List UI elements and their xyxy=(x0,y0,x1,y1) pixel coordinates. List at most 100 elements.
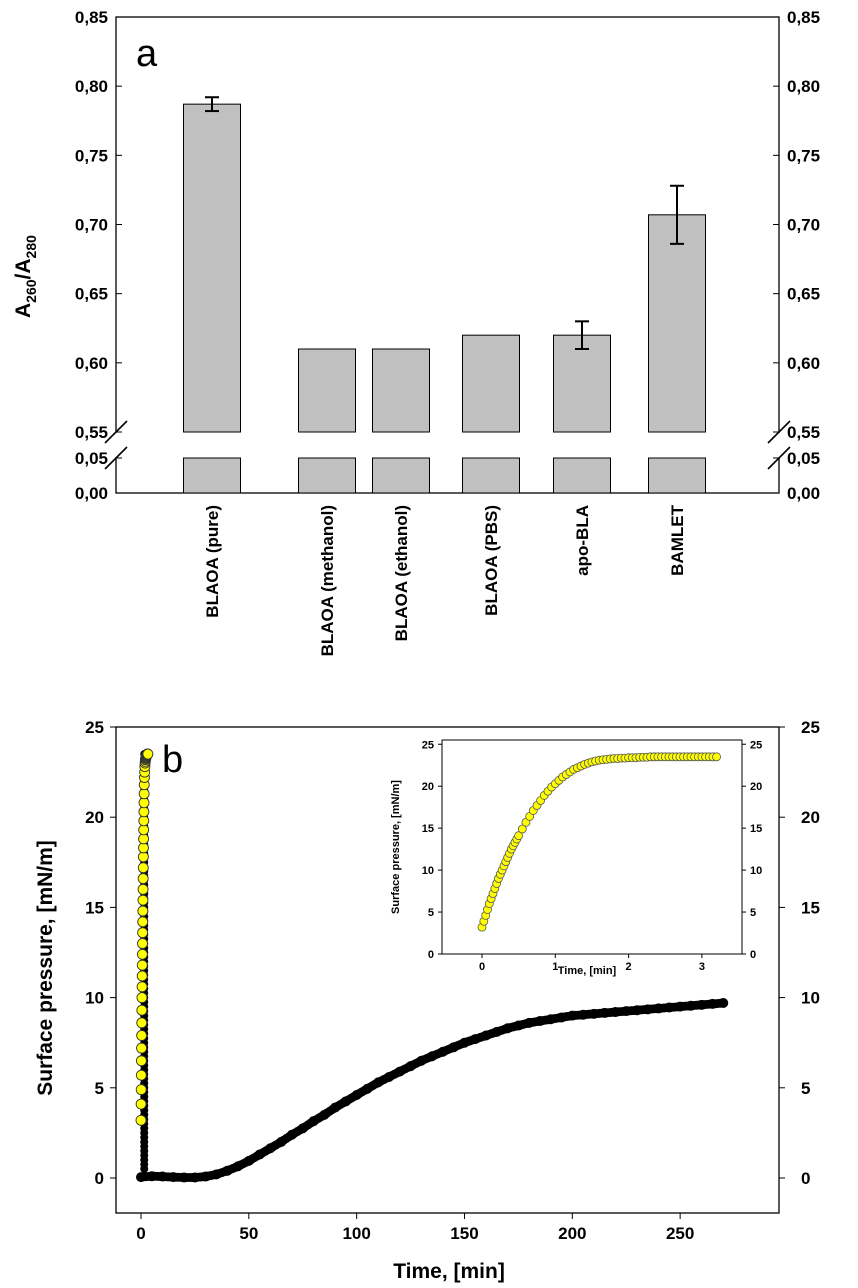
inset-y-tick-label-right: 20 xyxy=(750,781,762,793)
bar-upper xyxy=(372,348,430,433)
data-point-yellow xyxy=(137,905,149,917)
category-label: BLAOA (PBS) xyxy=(482,505,501,616)
category-label: BLAOA (ethanol) xyxy=(392,505,411,641)
y-tick-label: 0,85 xyxy=(75,8,108,27)
data-point-black xyxy=(718,998,729,1009)
data-point-yellow xyxy=(136,1017,148,1029)
data-point-yellow xyxy=(137,883,149,895)
data-point-yellow xyxy=(137,894,149,906)
x-tick-label: 0 xyxy=(136,1224,145,1243)
category-label: BLAOA (methanol) xyxy=(318,505,337,656)
inset-x-tick-label: 3 xyxy=(699,961,705,973)
bar-lower xyxy=(648,457,706,494)
data-point-yellow xyxy=(138,815,150,827)
data-point-yellow xyxy=(136,1042,147,1054)
category-label: BAMLET xyxy=(668,504,687,575)
panel-b-x-axis-label: Time, [min] xyxy=(393,1260,505,1283)
x-tick-label: 100 xyxy=(342,1224,370,1243)
y-tick-label: 15 xyxy=(85,898,104,917)
y-tick-label-right: 15 xyxy=(801,898,820,917)
data-point-yellow xyxy=(135,1114,147,1126)
panel-a-y-axis-label: A260/A280 xyxy=(12,235,39,318)
y-tick-label: 0,55 xyxy=(75,423,108,442)
y-tick-label: 0,60 xyxy=(75,354,108,373)
axis-break-mark xyxy=(767,446,791,470)
data-point-yellow xyxy=(137,873,149,884)
bar-upper xyxy=(462,334,520,433)
inset-y-tick-label-right: 25 xyxy=(750,739,762,751)
data-point-yellow xyxy=(135,1069,147,1081)
y-tick-label: 0,00 xyxy=(75,484,108,503)
inset-frame xyxy=(441,739,743,955)
y-tick-label-right: 10 xyxy=(801,989,820,1008)
bar-upper xyxy=(648,214,706,433)
category-label: BLAOA (pure) xyxy=(203,505,222,618)
y-tick-label-right: 0 xyxy=(801,1169,810,1188)
data-point-yellow xyxy=(137,851,149,863)
y-tick-label-right: 0,05 xyxy=(787,449,820,468)
y-tick-label: 0,75 xyxy=(75,146,108,165)
inset-y-tick-label-right: 10 xyxy=(750,865,762,877)
data-point-yellow xyxy=(135,1098,147,1110)
y-tick-label-right: 0,75 xyxy=(787,146,820,165)
y-tick-label-right: 5 xyxy=(801,1079,810,1098)
data-point-yellow xyxy=(137,938,148,949)
y-tick-label: 5 xyxy=(95,1079,104,1098)
inset-x-tick-label: 1 xyxy=(552,961,558,973)
panel-a-frame xyxy=(115,16,780,494)
x-tick-label: 50 xyxy=(239,1224,258,1243)
bar-lower xyxy=(372,457,430,494)
y-tick-label-right: 0,65 xyxy=(787,285,820,304)
data-point-yellow xyxy=(138,788,150,800)
axis-break-mark xyxy=(104,420,128,444)
category-label: apo-BLA xyxy=(573,505,592,576)
bar-lower xyxy=(553,457,611,494)
y-tick-label: 20 xyxy=(85,808,104,827)
y-tick-label: 0,65 xyxy=(75,285,108,304)
data-point-yellow xyxy=(138,797,150,809)
inset-y-axis-label: Surface pressure, [mN/m] xyxy=(390,780,402,914)
x-tick-label: 150 xyxy=(450,1224,478,1243)
inset-y-tick-label-right: 5 xyxy=(750,907,756,919)
y-tick-label: 0,80 xyxy=(75,77,108,96)
inset-y-tick-label: 0 xyxy=(428,949,434,961)
data-point-yellow xyxy=(138,824,150,836)
data-point-yellow xyxy=(136,948,148,960)
data-point-yellow xyxy=(136,1030,148,1041)
data-point-yellow xyxy=(137,916,149,928)
x-tick-label: 200 xyxy=(558,1224,586,1243)
axis-break-gap xyxy=(115,433,780,457)
data-point-yellow xyxy=(136,992,148,1004)
y-tick-label-right: 0,00 xyxy=(787,484,820,503)
data-point-yellow xyxy=(138,833,150,845)
panel-a-label: a xyxy=(136,33,158,75)
data-point-yellow xyxy=(137,862,149,874)
y-tick-label-right: 25 xyxy=(801,718,820,737)
bar-lower xyxy=(462,457,520,494)
y-tick-label-right: 0,60 xyxy=(787,354,820,373)
inset-y-tick-label: 5 xyxy=(428,907,434,919)
data-point-yellow xyxy=(138,842,149,854)
panel-b-frame xyxy=(115,726,780,1214)
y-tick-label: 0,70 xyxy=(75,216,108,235)
inset-y-tick-label-right: 0 xyxy=(750,949,756,961)
y-tick-label: 0 xyxy=(95,1169,104,1188)
y-tick-label-right: 0,55 xyxy=(787,423,820,442)
bar-lower xyxy=(183,457,241,494)
data-point-yellow xyxy=(136,1004,148,1016)
inset-x-axis-label: Time, [min] xyxy=(558,965,617,977)
y-tick-label: 10 xyxy=(85,989,104,1008)
data-point-yellow xyxy=(138,806,150,818)
data-point-yellow xyxy=(136,959,148,971)
inset-data-point xyxy=(712,752,721,762)
data-point-yellow xyxy=(135,1084,147,1096)
y-tick-label: 0,05 xyxy=(75,449,108,468)
axis-break-mark xyxy=(104,446,128,470)
inset-x-tick-label: 2 xyxy=(626,961,632,973)
axis-break-mark xyxy=(767,420,791,444)
bar-upper xyxy=(183,103,241,433)
bar-upper xyxy=(298,348,356,433)
inset-y-tick-label: 10 xyxy=(422,865,434,877)
